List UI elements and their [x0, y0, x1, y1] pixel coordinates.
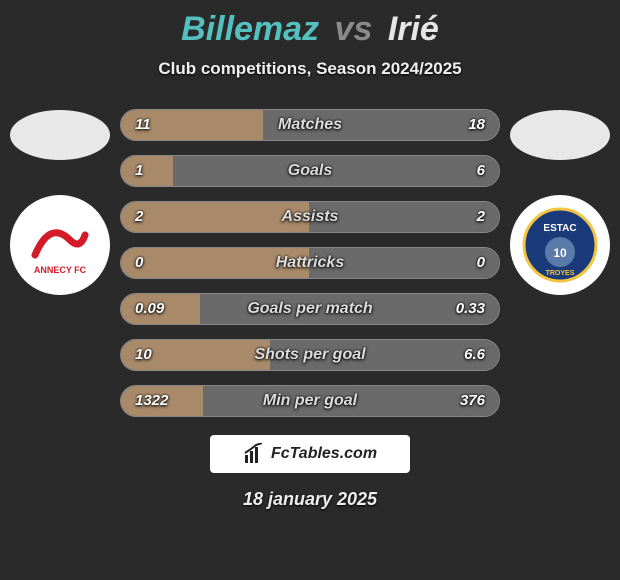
comparison-chart: 1118Matches 16Goals 22Assists 00Hattricks 0.… — [0, 109, 620, 417]
stat-label: Goals per match — [121, 294, 499, 325]
stat-row: 0.090.33Goals per match — [120, 293, 500, 325]
stat-label: Goals — [121, 156, 499, 187]
stat-row: 1118Matches — [120, 109, 500, 141]
player1-name: Billemaz — [181, 10, 319, 48]
comparison-title: Billemaz vs Irié — [0, 0, 620, 49]
generated-date: 18 january 2025 — [0, 489, 620, 510]
brand-badge[interactable]: FcTables.com — [210, 435, 410, 473]
stat-label: Min per goal — [121, 386, 499, 417]
brand-text: FcTables.com — [271, 445, 377, 463]
stat-row: 16Goals — [120, 155, 500, 187]
subtitle: Club competitions, Season 2024/2025 — [0, 59, 620, 79]
player2-name: Irié — [388, 10, 439, 48]
fctables-logo-icon — [243, 443, 265, 465]
stat-label: Assists — [121, 202, 499, 233]
stat-row: 106.6Shots per goal — [120, 339, 500, 371]
stat-label: Hattricks — [121, 248, 499, 279]
stat-row: 00Hattricks — [120, 247, 500, 279]
stat-label: Shots per goal — [121, 340, 499, 371]
stat-row: 22Assists — [120, 201, 500, 233]
stat-row: 1322376Min per goal — [120, 385, 500, 417]
stat-label: Matches — [121, 110, 499, 141]
vs-label: vs — [335, 10, 373, 48]
